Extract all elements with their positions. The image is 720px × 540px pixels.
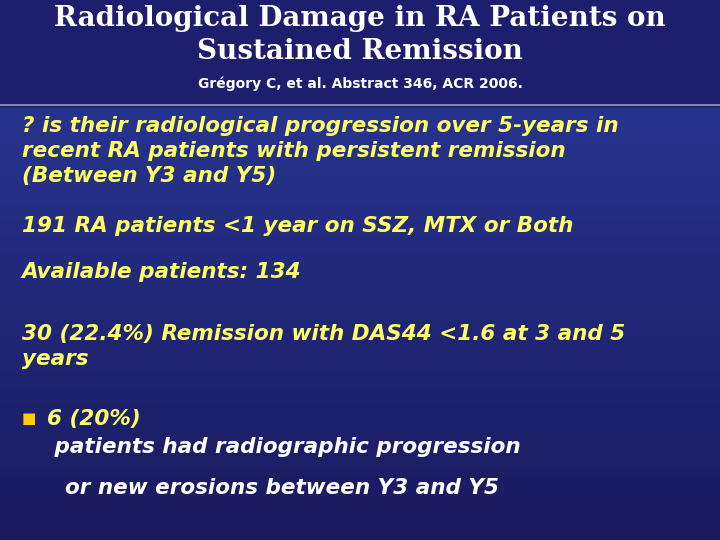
Text: ? is their radiological progression over 5-years in
recent RA patients with pers: ? is their radiological progression over…: [22, 116, 618, 186]
FancyBboxPatch shape: [0, 0, 720, 108]
Text: Sustained Remission: Sustained Remission: [197, 38, 523, 65]
Text: 6 (20%): 6 (20%): [47, 408, 140, 429]
Text: patients had radiographic progression: patients had radiographic progression: [47, 437, 521, 457]
Text: or new erosions between Y3 and Y5: or new erosions between Y3 and Y5: [65, 478, 499, 498]
Text: ■: ■: [22, 411, 36, 426]
Text: Available patients: 134: Available patients: 134: [22, 262, 301, 282]
Text: 191 RA patients <1 year on SSZ, MTX or Both: 191 RA patients <1 year on SSZ, MTX or B…: [22, 216, 573, 236]
Text: Radiological Damage in RA Patients on: Radiological Damage in RA Patients on: [54, 5, 666, 32]
Text: Grégory C, et al. Abstract 346, ACR 2006.: Grégory C, et al. Abstract 346, ACR 2006…: [197, 77, 523, 91]
Text: 30 (22.4%) Remission with DAS44 <1.6 at 3 and 5
years: 30 (22.4%) Remission with DAS44 <1.6 at …: [22, 324, 625, 369]
